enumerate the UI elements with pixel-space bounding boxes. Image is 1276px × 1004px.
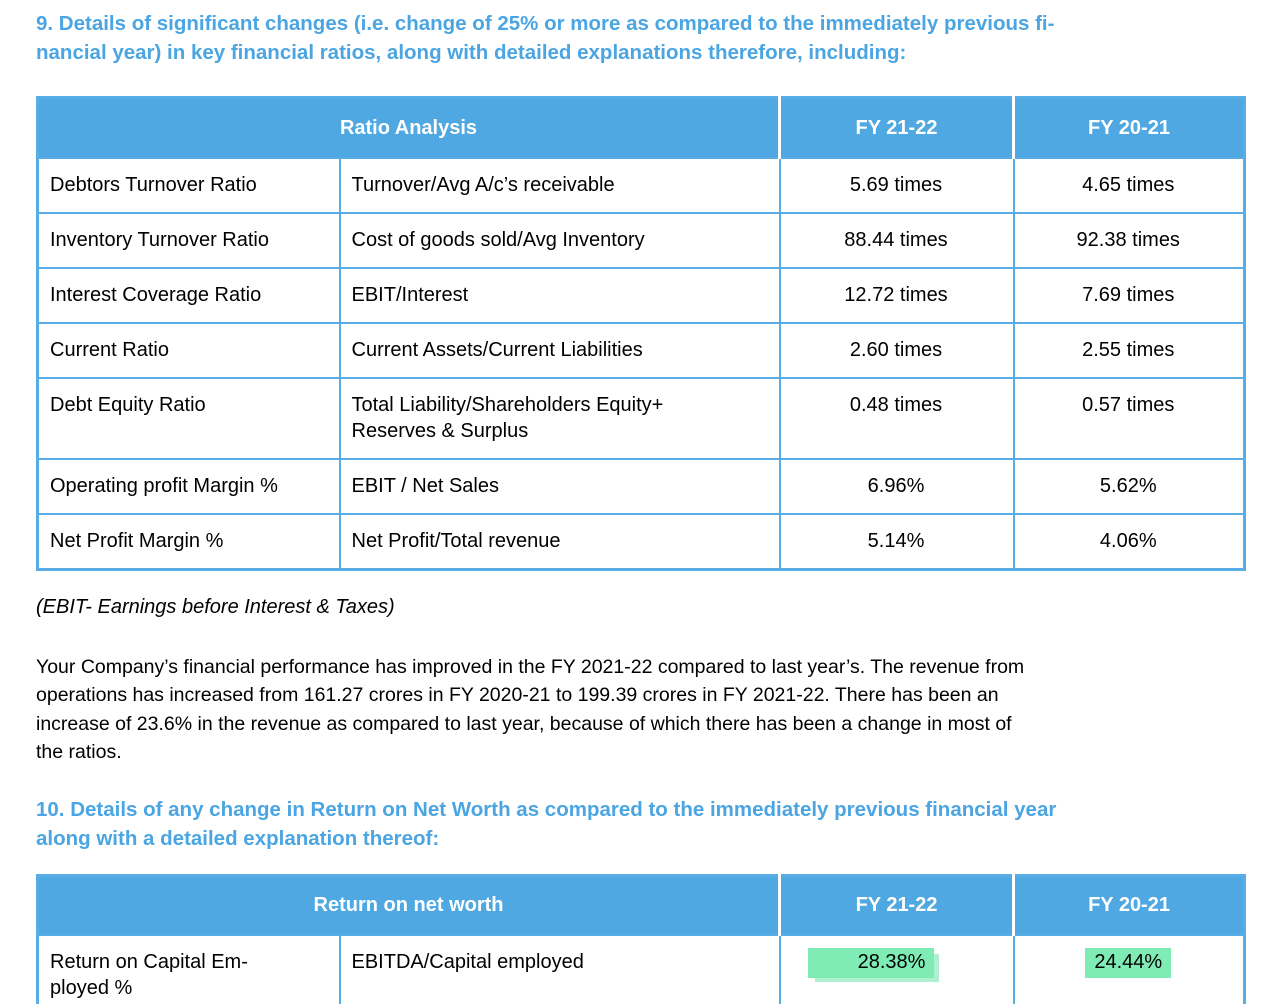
fy-21-22-value-cell: 0.48 times [778, 376, 1015, 460]
fy-21-22-header-cell: FY 21-22 [778, 96, 1015, 159]
formula-cell: EBIT/Interest [338, 266, 781, 324]
table-row: Interest Coverage Ratio EBIT/Interest 12… [36, 266, 1246, 324]
performance-paragraph: Your Company’s financial performance has… [36, 655, 1025, 764]
fy-21-22-value-cell: 88.44 times [778, 211, 1015, 269]
fy-20-21-value-cell: 7.69 times [1012, 266, 1246, 324]
formula-cell: EBITDA/Capital employed [338, 934, 781, 1004]
ratio-name-cell: Operating profit Margin % [36, 457, 341, 515]
fy-21-22-value-cell: 12.72 times [778, 266, 1015, 324]
table-row: Debt Equity Ratio Total Liability/Shareh… [36, 376, 1246, 460]
table-header-row: Ratio Analysis FY 21-22 FY 20-21 [36, 96, 1246, 159]
fy-20-21-value-cell: 4.65 times [1012, 156, 1246, 214]
table-row: Debtors Turnover Ratio Turnover/Avg A/c’… [36, 156, 1246, 214]
fy-20-21-header-cell: FY 20-21 [1012, 96, 1246, 159]
return-on-net-worth-table: Return on net worth FY 21-22 FY 20-21 Re… [36, 873, 1247, 1004]
highlighted-value-21-22: 28.38% [807, 948, 935, 978]
fy-21-22-value-cell: 5.14% [778, 512, 1015, 570]
ratio-name-cell: Current Ratio [36, 321, 341, 379]
formula-cell: Current Assets/Current Liabilities [338, 321, 781, 379]
ratio-name-cell: Interest Coverage Ratio [36, 266, 341, 324]
fy-20-21-value-cell: 2.55 times [1012, 321, 1246, 379]
ratio-analysis-header-cell: Ratio Analysis [36, 96, 781, 159]
ebit-note: (EBIT- Earnings before Interest & Taxes) [36, 595, 395, 618]
table-row: Inventory Turnover Ratio Cost of goods s… [36, 211, 1246, 269]
table-header-row: Return on net worth FY 21-22 FY 20-21 [36, 874, 1246, 936]
ratio-name-cell: Inventory Turnover Ratio [36, 211, 341, 269]
return-on-net-worth-header-cell: Return on net worth [36, 874, 781, 936]
ratio-name-cell: Debtors Turnover Ratio [36, 156, 341, 214]
fy-21-22-value-cell: 5.69 times [778, 156, 1015, 214]
table-row: Current Ratio Current Assets/Current Lia… [36, 321, 1246, 379]
fy-20-21-value-cell: 0.57 times [1012, 376, 1246, 460]
fy-20-21-value-cell: 4.06% [1012, 512, 1246, 570]
table-row: Return on Capital Em- ployed % EBITDA/Ca… [36, 934, 1246, 1004]
formula-cell: EBIT / Net Sales [338, 457, 781, 515]
ratio-name-cell: Return on Capital Em- ployed % [36, 934, 341, 1004]
fy-20-21-header-cell: FY 20-21 [1012, 874, 1246, 936]
fy-20-21-value-cell: 24.44% [1012, 934, 1246, 1004]
ratio-analysis-table: Ratio Analysis FY 21-22 FY 20-21 Debtors… [36, 96, 1246, 571]
section-10-heading: 10. Details of any change in Return on N… [36, 797, 1057, 850]
section-9-heading: 9. Details of significant changes (i.e. … [36, 12, 1055, 64]
highlighted-value-20-21: 24.44% [1085, 948, 1172, 978]
table-row: Net Profit Margin % Net Profit/Total rev… [36, 512, 1246, 570]
formula-cell: Turnover/Avg A/c’s receivable [338, 156, 781, 214]
formula-cell: Net Profit/Total revenue [338, 512, 781, 570]
fy-21-22-header-cell: FY 21-22 [778, 874, 1015, 936]
fy-20-21-value-cell: 5.62% [1012, 457, 1246, 515]
ratio-name-cell: Net Profit Margin % [36, 512, 341, 570]
fy-20-21-value-cell: 92.38 times [1012, 211, 1246, 269]
formula-cell: Cost of goods sold/Avg Inventory [338, 211, 781, 269]
table-row: Operating profit Margin % EBIT / Net Sal… [36, 457, 1246, 515]
ratio-name-cell: Debt Equity Ratio [36, 376, 341, 460]
formula-cell: Total Liability/Shareholders Equity+ Res… [338, 376, 781, 460]
fy-21-22-value-cell: 28.38% [778, 934, 1015, 1004]
fy-21-22-value-cell: 2.60 times [778, 321, 1015, 379]
fy-21-22-value-cell: 6.96% [778, 457, 1015, 515]
